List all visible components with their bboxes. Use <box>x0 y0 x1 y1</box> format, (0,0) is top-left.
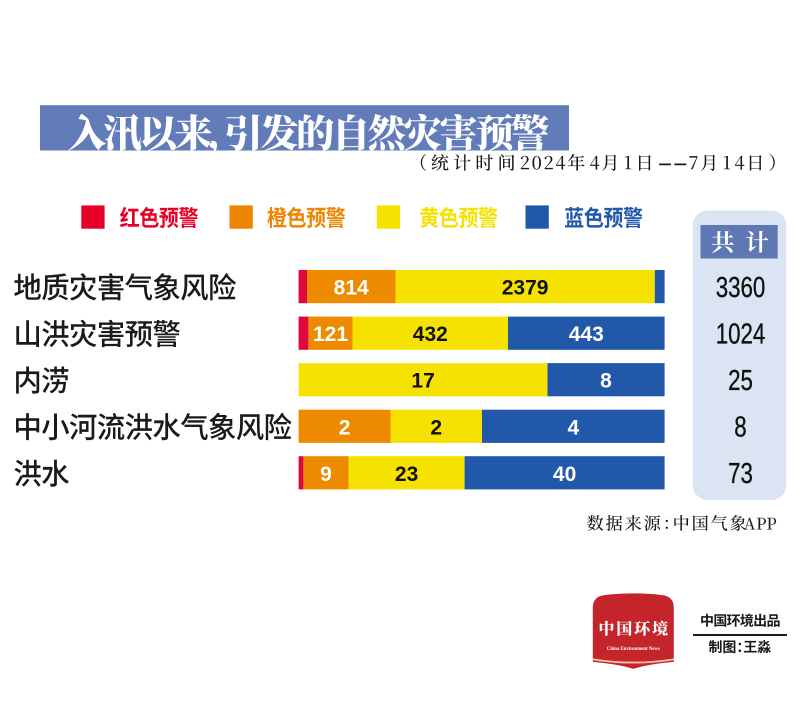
svg-text:25: 25 <box>728 365 753 396</box>
svg-text:1024: 1024 <box>716 319 766 350</box>
svg-text:4: 4 <box>567 416 579 439</box>
svg-text:3360: 3360 <box>716 272 766 303</box>
svg-text:2: 2 <box>430 416 442 439</box>
svg-text:8: 8 <box>734 412 746 443</box>
svg-text:17: 17 <box>411 370 434 393</box>
svg-text:9: 9 <box>320 463 332 486</box>
svg-text:814: 814 <box>334 277 369 300</box>
svg-text:China Environment News: China Environment News <box>607 647 660 652</box>
svg-text:2: 2 <box>339 416 351 439</box>
svg-text:2379: 2379 <box>502 277 549 300</box>
svg-text:23: 23 <box>395 463 418 486</box>
svg-text:8: 8 <box>600 370 612 393</box>
svg-text:443: 443 <box>569 323 604 346</box>
svg-text:40: 40 <box>553 463 576 486</box>
svg-text:432: 432 <box>413 323 448 346</box>
svg-text:121: 121 <box>313 323 348 346</box>
svg-text:73: 73 <box>728 459 753 490</box>
